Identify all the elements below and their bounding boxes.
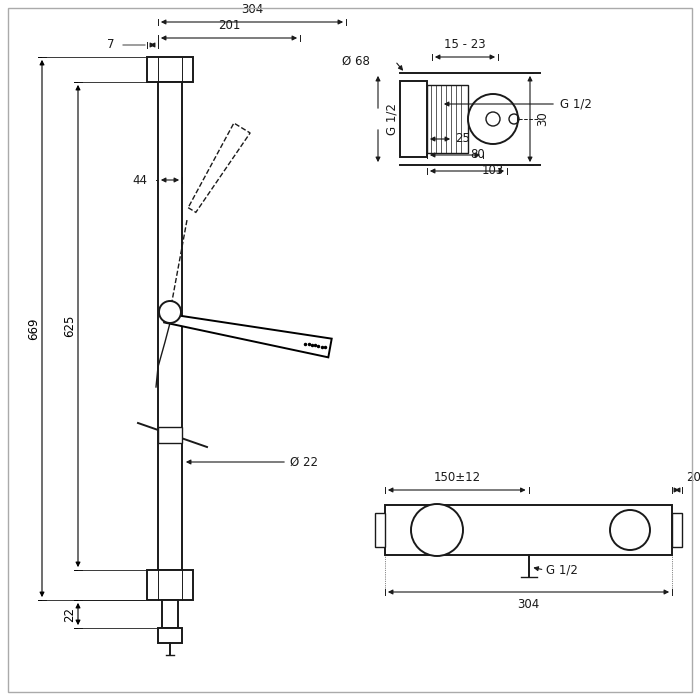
Circle shape [610, 510, 650, 550]
Text: 44: 44 [132, 174, 148, 186]
Text: 304: 304 [241, 3, 263, 16]
Circle shape [486, 112, 500, 126]
Text: 625: 625 [64, 315, 76, 337]
Text: 304: 304 [517, 598, 540, 611]
Text: 20: 20 [686, 471, 700, 484]
Text: 25: 25 [455, 132, 470, 146]
Bar [158, 427, 182, 443]
Bar [672, 513, 682, 547]
Bar [375, 513, 385, 547]
Bar [427, 85, 468, 153]
Text: 30: 30 [536, 111, 549, 127]
Text: G 1/2: G 1/2 [560, 97, 592, 111]
Bar [385, 505, 672, 555]
Bar [147, 570, 193, 600]
Bar [162, 600, 178, 628]
Text: 103: 103 [482, 164, 504, 178]
Polygon shape [164, 314, 332, 357]
Text: Ø 22: Ø 22 [290, 456, 318, 468]
Text: 7: 7 [108, 38, 115, 52]
Circle shape [411, 504, 463, 556]
Bar [158, 628, 182, 643]
Text: G 1/2: G 1/2 [386, 103, 398, 135]
Bar [400, 81, 427, 157]
Bar [147, 57, 193, 82]
Text: 150±12: 150±12 [433, 471, 480, 484]
Circle shape [468, 94, 518, 144]
Bar [158, 82, 182, 570]
Text: 669: 669 [27, 317, 41, 340]
Polygon shape [188, 123, 250, 212]
Text: 22: 22 [64, 606, 76, 622]
Circle shape [159, 301, 181, 323]
Text: G 1/2: G 1/2 [545, 564, 578, 577]
Text: Ø 68: Ø 68 [342, 55, 370, 67]
Text: 80: 80 [470, 148, 484, 162]
Text: 15 - 23: 15 - 23 [444, 38, 486, 51]
Text: 201: 201 [218, 19, 240, 32]
